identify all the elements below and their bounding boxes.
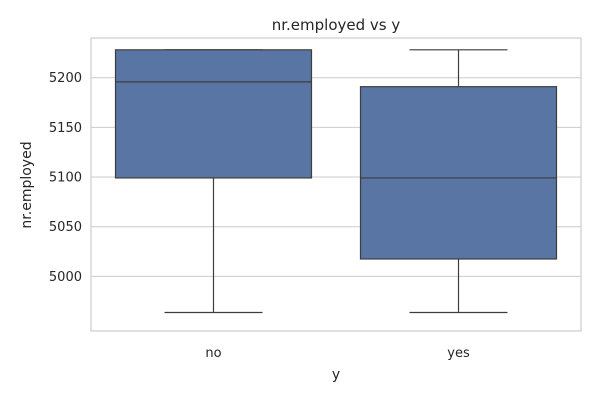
y-tick-label: 5200 (49, 71, 82, 86)
box-yes (359, 49, 558, 314)
x-tick-labels: no yes (205, 346, 470, 361)
y-tick-label: 5100 (49, 171, 82, 186)
x-tick-label-no: no (205, 346, 221, 361)
box-no (114, 49, 313, 314)
boxes (114, 49, 558, 314)
y-tick-label: 5150 (49, 121, 82, 136)
x-axis-label: y (332, 367, 340, 383)
y-tick-label: 5000 (49, 270, 82, 285)
chart-title: nr.employed vs y (272, 16, 401, 34)
y-axis-label: nr.employed (19, 141, 35, 228)
y-tick-label: 5050 (49, 220, 82, 235)
plot-frame (90, 37, 582, 332)
iqr-box (359, 86, 558, 260)
x-tick-label-yes: yes (447, 346, 470, 361)
iqr-box (114, 49, 313, 179)
y-tick-labels: 5000 5050 5100 5150 5200 (49, 71, 82, 285)
